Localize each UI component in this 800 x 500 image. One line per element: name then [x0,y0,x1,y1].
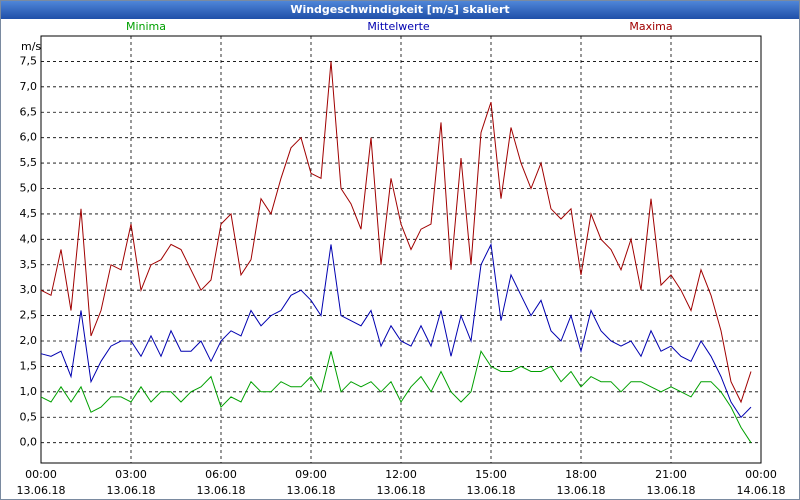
y-tick-label: 5,0 [20,182,38,195]
y-tick-label: 6,5 [20,105,38,118]
series-line [40,349,752,443]
y-tick-label: 3,0 [20,283,38,296]
y-tick-label: 7,5 [20,54,38,67]
x-tick-date: 13.06.18 [17,484,66,497]
x-tick-date: 13.06.18 [557,484,606,497]
x-tick-date: 13.06.18 [107,484,156,497]
x-tick-label: 12:00 [385,468,417,481]
x-tick-label: 15:00 [475,468,507,481]
x-tick-date: 13.06.18 [467,484,516,497]
x-tick-date: 13.06.18 [377,484,426,497]
legend-entry: Mittelwerte [367,20,430,33]
series-line [40,61,752,404]
y-tick-label: 4,0 [20,232,38,245]
y-tick-label: 0,5 [20,410,38,423]
x-tick-date: 13.06.18 [647,484,696,497]
title-bar: Windgeschwindigkeit [m/s] skaliert [1,1,799,19]
y-tick-label: 3,5 [20,258,38,271]
y-axis-label: m/s [21,40,41,53]
x-tick-label: 09:00 [295,468,327,481]
x-tick-label: 03:00 [115,468,147,481]
y-tick-label: 2,5 [20,309,38,322]
y-tick-label: 6,0 [20,131,38,144]
x-tick-label: 21:00 [655,468,687,481]
y-tick-label: 5,5 [20,156,38,169]
x-tick-label: 00:00 [745,468,777,481]
x-tick-label: 18:00 [565,468,597,481]
y-tick-label: 0,0 [20,436,38,449]
legend-entry: Maxima [629,20,672,33]
x-tick-label: 06:00 [205,468,237,481]
y-tick-label: 1,0 [20,385,38,398]
x-tick-label: 00:00 [25,468,57,481]
series-line [40,242,752,419]
y-tick-label: 2,0 [20,334,38,347]
x-tick-date: 13.06.18 [287,484,336,497]
x-tick-date: 13.06.18 [197,484,246,497]
y-tick-label: 7,0 [20,80,38,93]
y-tick-label: 1,5 [20,359,38,372]
chart: m/s 0,0 0,5 1,0 1,5 2,0 2,5 3,0 3,5 4,0 4,5 5,0 5,5 6… [17,20,786,497]
legend-entry: Minima [126,20,166,33]
y-tick-label: 4,5 [20,207,38,220]
x-tick-date: 14.06.18 [737,484,786,497]
